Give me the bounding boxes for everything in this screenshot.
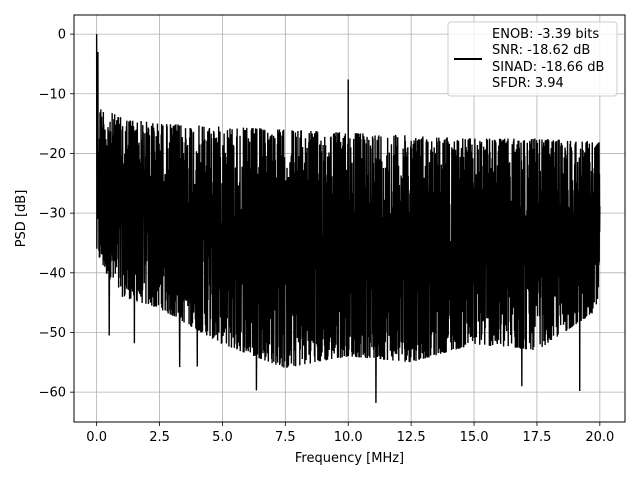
x-tick-label: 7.5 [275,430,296,445]
plot-area [95,34,601,403]
y-tick-label: −60 [39,386,66,401]
y-axis: 0 −10 −20 −30 −40 −50 −60 [39,28,74,401]
legend-entry-sinad: SINAD: -18.66 dB [492,60,604,75]
x-tick-label: 2.5 [149,430,170,445]
x-tick-label: 12.5 [397,430,426,445]
x-tick-label: 10.0 [334,430,363,445]
y-tick-label: −50 [39,326,66,341]
y-tick-label: −40 [39,266,66,281]
psd-series-line [95,34,601,403]
x-axis-title: Frequency [MHz] [295,451,404,466]
axes-frame [73,14,626,423]
x-tick-label: 15.0 [460,430,489,445]
x-tick-label: 20.0 [585,430,614,445]
legend-entry-sfdr: SFDR: 3.94 [492,76,564,91]
legend-box [447,21,618,97]
x-tick-label: 17.5 [522,430,551,445]
y-axis-title: PSD [dB] [14,190,29,248]
y-tick-label: −20 [39,147,66,162]
x-tick-label: 5.0 [212,430,233,445]
y-tick-label: −10 [39,87,66,102]
y-tick-label: 0 [58,28,66,43]
y-tick-label: −30 [39,207,66,222]
legend-entry-snr: SNR: -18.62 dB [492,43,590,58]
legend-entry-enob: ENOB: -3.39 bits [492,27,599,42]
x-axis: 0.0 2.5 5.0 7.5 10.0 12.5 15.0 17.5 20.0 [86,422,614,445]
x-tick-label: 0.0 [86,430,107,445]
legend: ENOB: -3.39 bits SNR: -18.62 dB SINAD: -… [447,21,618,97]
